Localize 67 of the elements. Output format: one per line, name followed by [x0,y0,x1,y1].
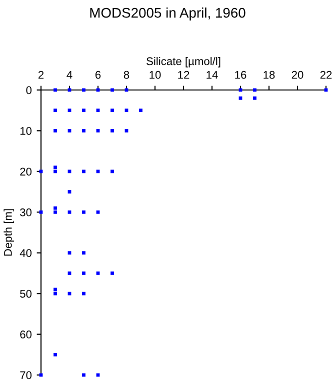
x-tick-label: 18 [264,70,275,79]
x-tick-label: 14 [206,71,218,79]
x-tick-label: 22 [320,70,332,79]
point [82,272,86,275]
point [54,170,57,174]
x-tick-label: 2 [38,70,44,79]
y-tick-label: 30 [20,208,32,216]
x-tick-label: 6 [95,70,101,79]
x-tick-label: 8 [124,70,130,79]
point [96,129,100,132]
point [68,129,72,132]
point [54,166,57,170]
y-tick-label: 20 [20,168,32,176]
point [82,292,86,296]
x-tick-label: 16 [235,70,246,79]
point [68,272,72,275]
point [54,206,57,210]
point [54,352,57,356]
point [82,373,86,377]
point [110,88,114,92]
point [139,108,142,112]
y-tick-label: 0 [26,86,32,94]
point [54,292,57,296]
point [68,108,72,112]
point [54,129,57,132]
y-tick-label: 70 [20,371,32,380]
x-tick-label: 4 [66,71,72,79]
point [68,190,72,194]
point [96,108,100,112]
point [96,210,100,214]
point [39,170,43,174]
point [110,170,114,174]
point [82,251,86,255]
point [253,96,256,100]
x-axis-title: Silicate [µmol/l] [146,57,220,68]
y-axis-title: Depth [m] [4,209,14,256]
point [68,170,72,174]
y-tick-label: 50 [20,290,32,298]
point [68,251,72,255]
point [82,170,86,174]
point [54,288,57,292]
point [124,108,128,112]
point [110,108,114,112]
point [110,129,114,132]
point [96,272,100,275]
y-tick-label: 40 [20,249,32,257]
point [68,210,72,214]
chart-title: MODS2005 in April, 1960 [90,8,246,20]
point [54,210,57,214]
point [54,108,57,112]
point [82,108,86,112]
y-tick-label: 10 [20,126,32,135]
point [253,88,256,92]
x-tick-label: 20 [292,70,304,79]
point [54,88,57,92]
x-tick-label: 10 [150,70,161,79]
x-tick-label: 12 [178,70,190,79]
point [124,129,128,132]
point [82,88,86,92]
y-tick-label: 60 [20,330,32,338]
point [39,210,43,214]
point [68,292,72,296]
point [238,96,242,100]
point [96,170,100,174]
point [82,129,86,132]
point [110,272,114,275]
point [82,210,86,214]
